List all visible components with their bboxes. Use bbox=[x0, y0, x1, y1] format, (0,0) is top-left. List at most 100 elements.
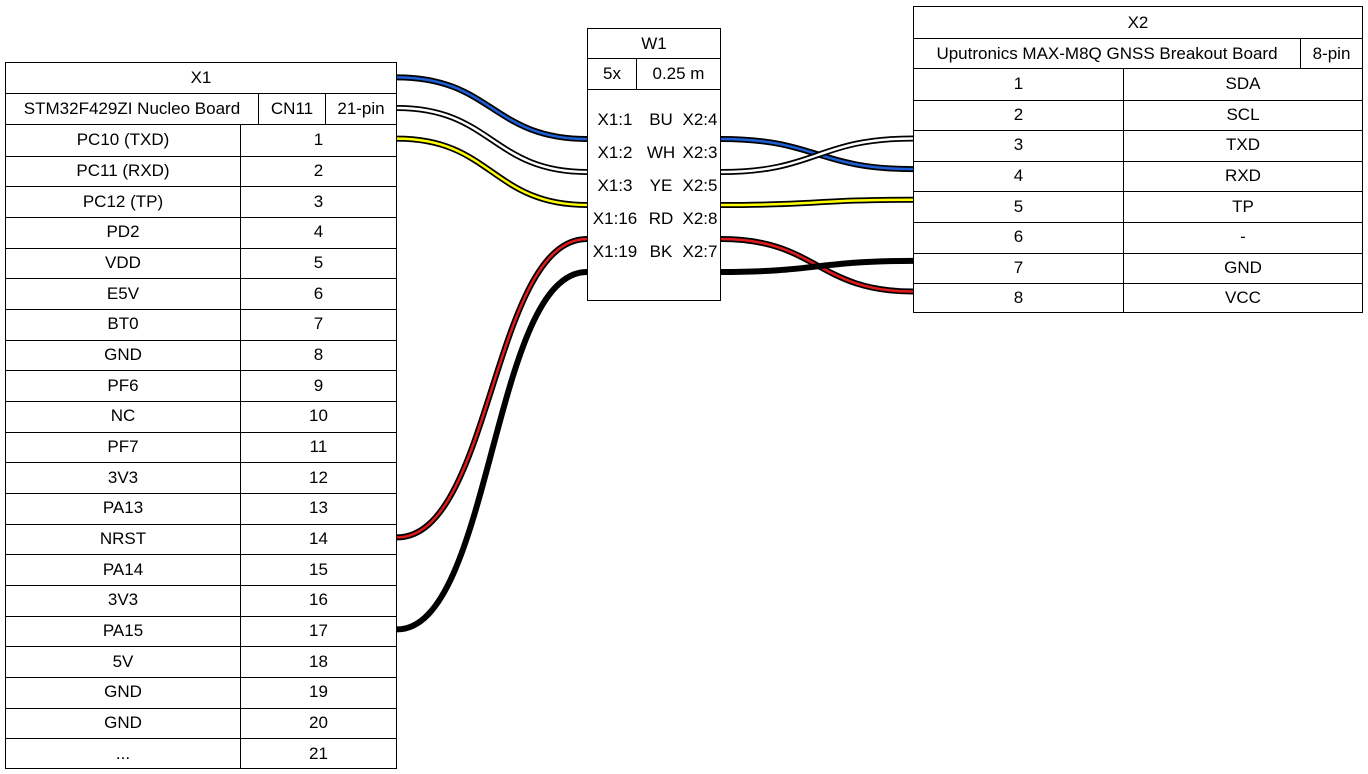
connector-x1: X1 STM32F429ZI Nucleo Board CN11 21-pin … bbox=[5, 62, 397, 769]
x1-pin-number: 13 bbox=[309, 498, 328, 518]
w1-wire-to: X2:8 bbox=[682, 209, 718, 228]
x2-pin-row: 2 SCL bbox=[914, 100, 1362, 131]
w1-wire-from: X1:2 bbox=[597, 143, 633, 162]
x1-pin-number: 17 bbox=[309, 621, 328, 641]
x1-pin-number: 7 bbox=[313, 314, 324, 334]
x2-pin-row: 1 SDA bbox=[914, 69, 1362, 100]
x1-pin-number: 5 bbox=[313, 253, 324, 272]
w1-wire-to: X2:7 bbox=[682, 242, 718, 261]
w1-wire-from: X1:3 bbox=[597, 176, 633, 195]
x2-pin-label: TXD bbox=[1226, 135, 1260, 155]
x1-pin-label: 5V bbox=[112, 651, 134, 671]
x1-pin-label: PA14 bbox=[102, 559, 144, 579]
x1-pin-number: 21 bbox=[309, 743, 328, 763]
x2-pin-label: TP bbox=[1232, 196, 1254, 216]
x2-subtitle: Uputronics MAX-M8Q GNSS Breakout Board bbox=[936, 43, 1278, 63]
x1-pin-row: E5V 6 bbox=[6, 278, 396, 309]
w1-wire-color: YE bbox=[649, 176, 673, 195]
x1-pin-label: 3V3 bbox=[107, 467, 139, 487]
w1-wire-color: BK bbox=[649, 242, 673, 261]
x1-pin-number: 10 bbox=[309, 406, 328, 426]
x1-pin-row: GND 20 bbox=[6, 708, 396, 739]
x1-pin-label: PA15 bbox=[102, 621, 144, 641]
x1-pin-label: E5V bbox=[106, 283, 140, 303]
x1-pin-label: 3V3 bbox=[107, 590, 139, 610]
x1-pin-row: PA14 15 bbox=[6, 554, 396, 585]
x1-pin-label: GND bbox=[104, 713, 142, 733]
x2-pin-number: 7 bbox=[1013, 257, 1024, 277]
w1-wire-color: WH bbox=[646, 143, 676, 162]
x1-pin-number: 9 bbox=[313, 375, 324, 395]
x2-pin-number: 1 bbox=[1013, 74, 1024, 94]
x1-pin-label: PD2 bbox=[106, 222, 140, 242]
x2-pin-label: GND bbox=[1224, 257, 1262, 277]
w1-wire-to: X2:4 bbox=[682, 110, 718, 129]
x2-pin-row: 4 RXD bbox=[914, 161, 1362, 192]
x1-pin-row: PC11 (RXD) 2 bbox=[6, 156, 396, 187]
x1-pin-number: 6 bbox=[313, 283, 324, 303]
w1-wire-color: BU bbox=[649, 110, 673, 129]
x2-pin-row: 5 TP bbox=[914, 191, 1362, 222]
x1-pin-row: GND 19 bbox=[6, 677, 396, 708]
x1-pin-row: PC10 (TXD) 1 bbox=[6, 125, 396, 156]
x2-pin-number: 3 bbox=[1013, 135, 1024, 155]
x2-pin-label: SDA bbox=[1225, 74, 1261, 94]
x2-pin-number: 8 bbox=[1013, 288, 1024, 308]
x1-title: X1 bbox=[190, 68, 212, 87]
x1-pin-row: VDD 5 bbox=[6, 248, 396, 279]
w1-wire-from: X1:16 bbox=[592, 209, 638, 228]
x1-pin-number: 4 bbox=[313, 222, 324, 242]
x1-pin-label: PC12 (TP) bbox=[82, 191, 164, 211]
x1-pin-row: PC12 (TP) 3 bbox=[6, 186, 396, 217]
x1-pin-number: 18 bbox=[309, 651, 328, 671]
w1-title: W1 bbox=[641, 33, 667, 53]
x2-pin-label: SCL bbox=[1226, 104, 1260, 124]
x1-pin-number: 16 bbox=[309, 590, 328, 610]
x1-pin-row: 5V 18 bbox=[6, 646, 396, 677]
x2-pin-row: 8 VCC bbox=[914, 283, 1362, 314]
x1-pin-row: PD2 4 bbox=[6, 217, 396, 248]
x1-pin-row: 3V3 16 bbox=[6, 585, 396, 616]
w1-count: 5x bbox=[603, 64, 621, 83]
w1-wire-to: X2:3 bbox=[682, 143, 718, 162]
x1-pin-row: NC 10 bbox=[6, 401, 396, 432]
x1-pin-label: GND bbox=[104, 682, 142, 702]
w1-wire-to: X2:5 bbox=[682, 176, 718, 195]
x1-pin-number: 20 bbox=[309, 713, 328, 733]
x1-pin-label: BT0 bbox=[107, 314, 139, 334]
x2-pin-label: RXD bbox=[1225, 166, 1261, 186]
x2-title: X2 bbox=[1127, 12, 1149, 32]
x1-pin-row: BT0 7 bbox=[6, 309, 396, 340]
x1-pin-row: ... 21 bbox=[6, 738, 396, 769]
x1-pin-row: PF6 9 bbox=[6, 370, 396, 401]
x2-pin-number: 4 bbox=[1013, 166, 1024, 186]
x2-pin-row: 6- bbox=[914, 222, 1362, 253]
x1-pin-number: 12 bbox=[309, 467, 328, 487]
x1-pin-label: PC10 (TXD) bbox=[76, 130, 170, 150]
x1-pin-number: 14 bbox=[309, 529, 328, 549]
x1-pin-row: PF7 11 bbox=[6, 432, 396, 463]
x1-pin-label: ... bbox=[115, 743, 131, 763]
x2-pin-number: 2 bbox=[1013, 104, 1024, 124]
x1-pin-label: PC11 (RXD) bbox=[76, 160, 170, 180]
x2-pin-label: - bbox=[1240, 227, 1246, 247]
w1-wire-from: X1:19 bbox=[592, 242, 638, 261]
w1-wire-from: X1:1 bbox=[597, 110, 633, 129]
x1-pin-row: PA15 17 bbox=[6, 616, 396, 647]
x2-pin-row: 7 GND bbox=[914, 253, 1362, 284]
x1-pin-label: PA13 bbox=[102, 498, 144, 518]
x1-pin-label: NRST bbox=[99, 529, 147, 549]
x2-pin-label: VCC bbox=[1225, 288, 1261, 308]
cable-w1: W1 5x 0.25 m X1:1 BU X2:4 X1:2 WH X2:3 X1:3 YE X… bbox=[587, 28, 721, 301]
x1-pin-number: 11 bbox=[309, 437, 328, 457]
x1-pin-row: 3V3 12 bbox=[6, 462, 396, 493]
x1-pin-label: NC bbox=[110, 406, 136, 426]
x1-pin-number: 19 bbox=[309, 682, 328, 702]
connector-x2: X2 Uputronics MAX-M8Q GNSS Breakout Boar… bbox=[913, 6, 1363, 313]
x1-pin-row: PA13 13 bbox=[6, 493, 396, 524]
x1-pin-label: PF6 bbox=[107, 375, 139, 395]
x1-pin-number: 8 bbox=[313, 345, 324, 365]
x2-pin-row: 3 TXD bbox=[914, 130, 1362, 161]
x2-pin-number: 5 bbox=[1013, 196, 1024, 216]
x1-pin-number: 1 bbox=[313, 130, 324, 150]
